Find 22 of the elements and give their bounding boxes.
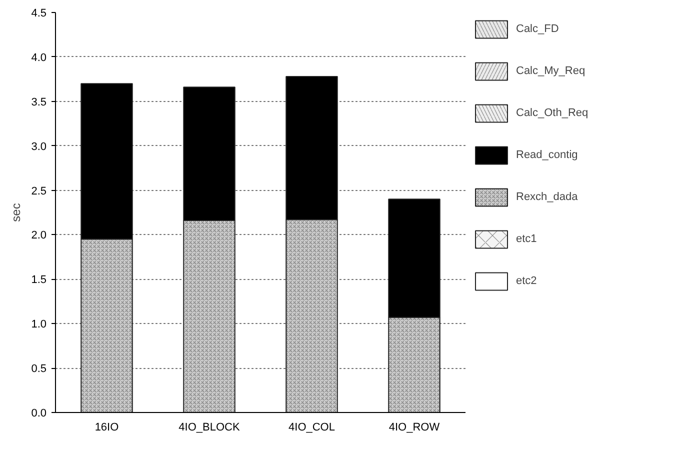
x-tick-label: 4IO_ROW: [388, 422, 440, 434]
y-tick-label: 3.0: [31, 140, 47, 153]
legend-label: etc2: [516, 275, 538, 287]
y-tick-label: 2.5: [31, 185, 47, 198]
y-axis-title: sec: [9, 203, 24, 222]
x-tick-label: 4IO_BLOCK: [178, 422, 240, 434]
y-tick-label: 4.0: [31, 52, 47, 64]
y-tick-label: 1.0: [31, 318, 47, 331]
legend-label: etc1: [516, 233, 538, 245]
y-tick-label: 0.5: [31, 363, 47, 376]
legend-label: Calc_FD: [516, 23, 560, 35]
y-tick-label: 4.5: [31, 8, 47, 20]
y-tick-label: 1.5: [31, 274, 47, 286]
legend-label: Rexch_dada: [516, 191, 579, 203]
legend-label: Read_contig: [516, 149, 579, 161]
legend-label: Calc_Oth_Req: [516, 107, 590, 119]
x-tick-label: 4IO_COL: [288, 422, 335, 434]
legend-label: Calc_My_Req: [516, 65, 586, 77]
y-tick-label: 0.0: [31, 408, 47, 420]
y-tick-label: 2.0: [31, 230, 47, 242]
y-tick-label: 3.5: [31, 96, 47, 108]
x-tick-label: 16IO: [94, 422, 120, 434]
